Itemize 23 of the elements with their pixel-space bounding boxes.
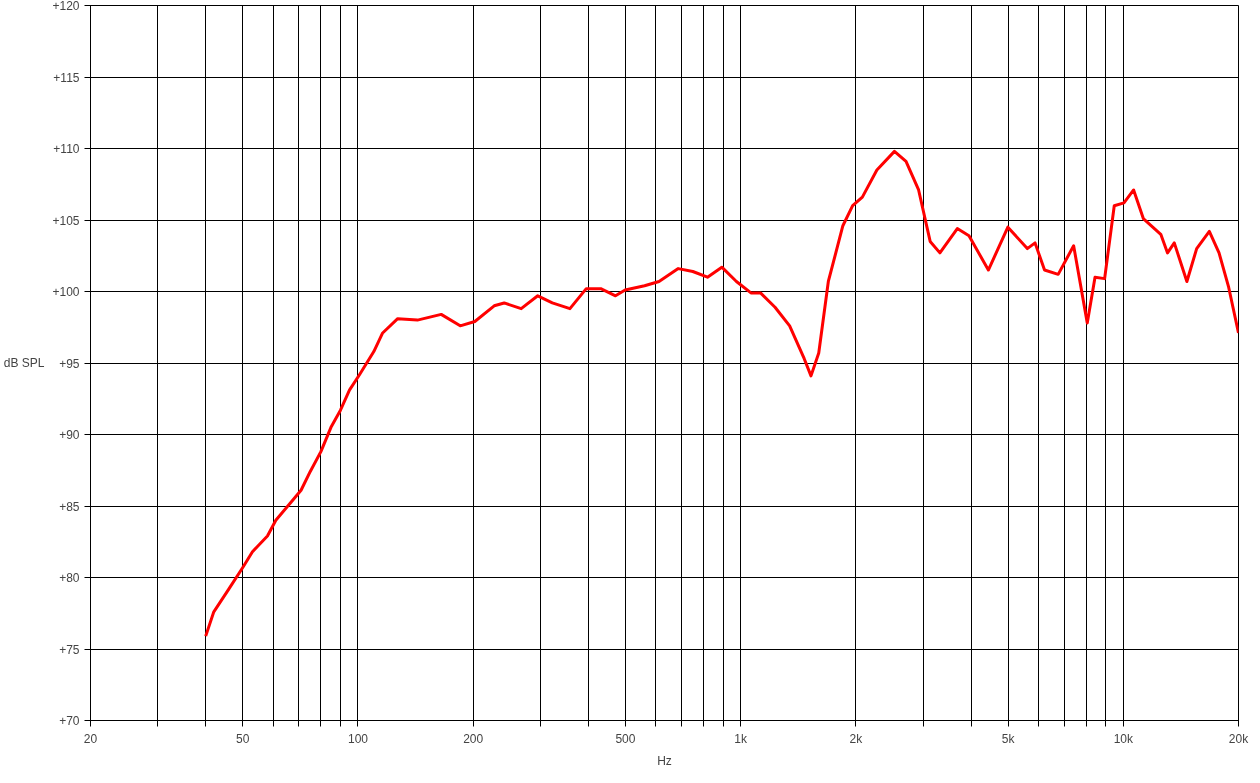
y-tick-label: +105 [52,213,80,228]
y-tick-label: +120 [52,0,80,13]
x-tick-label: 1k [734,731,748,746]
x-tick-label: 20 [83,731,98,746]
y-tick-label: +75 [59,642,80,657]
y-tick-label: +85 [59,499,80,514]
x-tick-label: 5k [1001,731,1016,746]
y-tick-label: +70 [59,714,80,728]
x-tick-label: 2k [849,731,864,746]
x-tick-label: 10k [1113,731,1134,746]
x-tick-label: 100 [347,731,369,746]
x-axis-title: Hz [657,753,672,768]
y-tick-label: +100 [52,285,80,299]
y-axis-title: dB SPL [3,356,45,370]
y-tick-label: +110 [53,142,80,156]
y-tick-label: +80 [59,571,80,585]
y-tick-label: +90 [59,428,80,442]
x-tick-label: 500 [615,731,636,746]
y-tick-label: +115 [53,70,80,85]
x-tick-label: 50 [236,731,250,746]
x-tick-label: 20k [1228,731,1250,746]
x-tick-label: 200 [463,731,484,746]
y-tick-label: +95 [59,356,80,371]
